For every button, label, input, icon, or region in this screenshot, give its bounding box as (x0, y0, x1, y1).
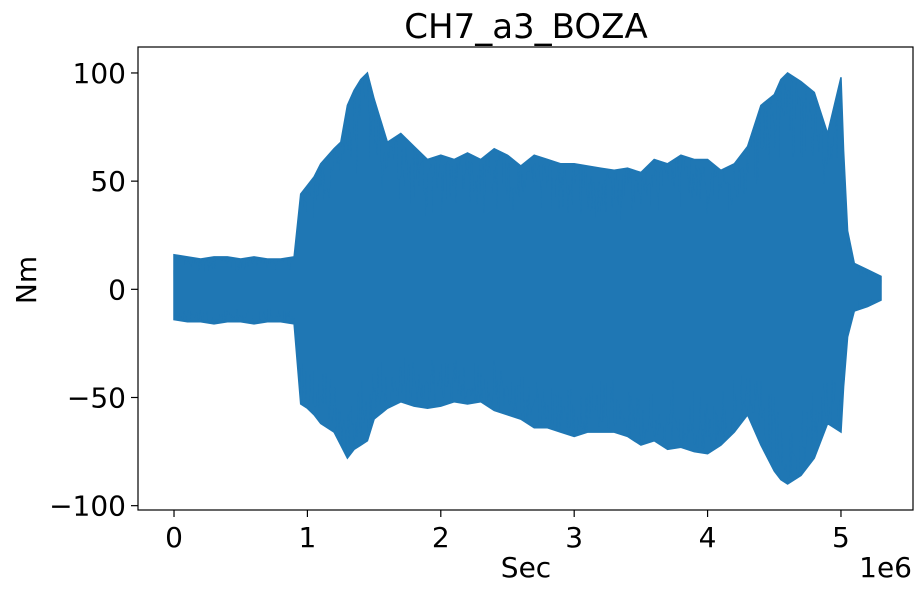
chart-title: CH7_a3_BOZA (404, 7, 647, 47)
x-tick-label: 0 (165, 521, 183, 554)
x-tick-label: 4 (699, 521, 717, 554)
x-tick-label: 2 (432, 521, 450, 554)
y-tick-label: −100 (49, 490, 126, 523)
plot-area (173, 71, 882, 485)
y-tick-label: 0 (108, 273, 126, 306)
x-axis-label: Sec (501, 551, 551, 584)
x-tick-label: 3 (565, 521, 583, 554)
x-offset-label: 1e6 (859, 551, 912, 584)
plot-frame (137, 46, 914, 511)
x-tick-label: 1 (298, 521, 316, 554)
y-tick-label: 50 (90, 165, 126, 198)
x-tick-label: 5 (832, 521, 850, 554)
signal-line (173, 79, 882, 480)
y-tick-label: −50 (67, 381, 126, 414)
y-tick-label: 100 (73, 57, 126, 90)
y-axis-label: Nm (10, 256, 43, 304)
y-axis: 100 50 0 −50 −100 (49, 57, 138, 523)
x-axis: 0 1 2 3 4 5 (165, 510, 850, 554)
